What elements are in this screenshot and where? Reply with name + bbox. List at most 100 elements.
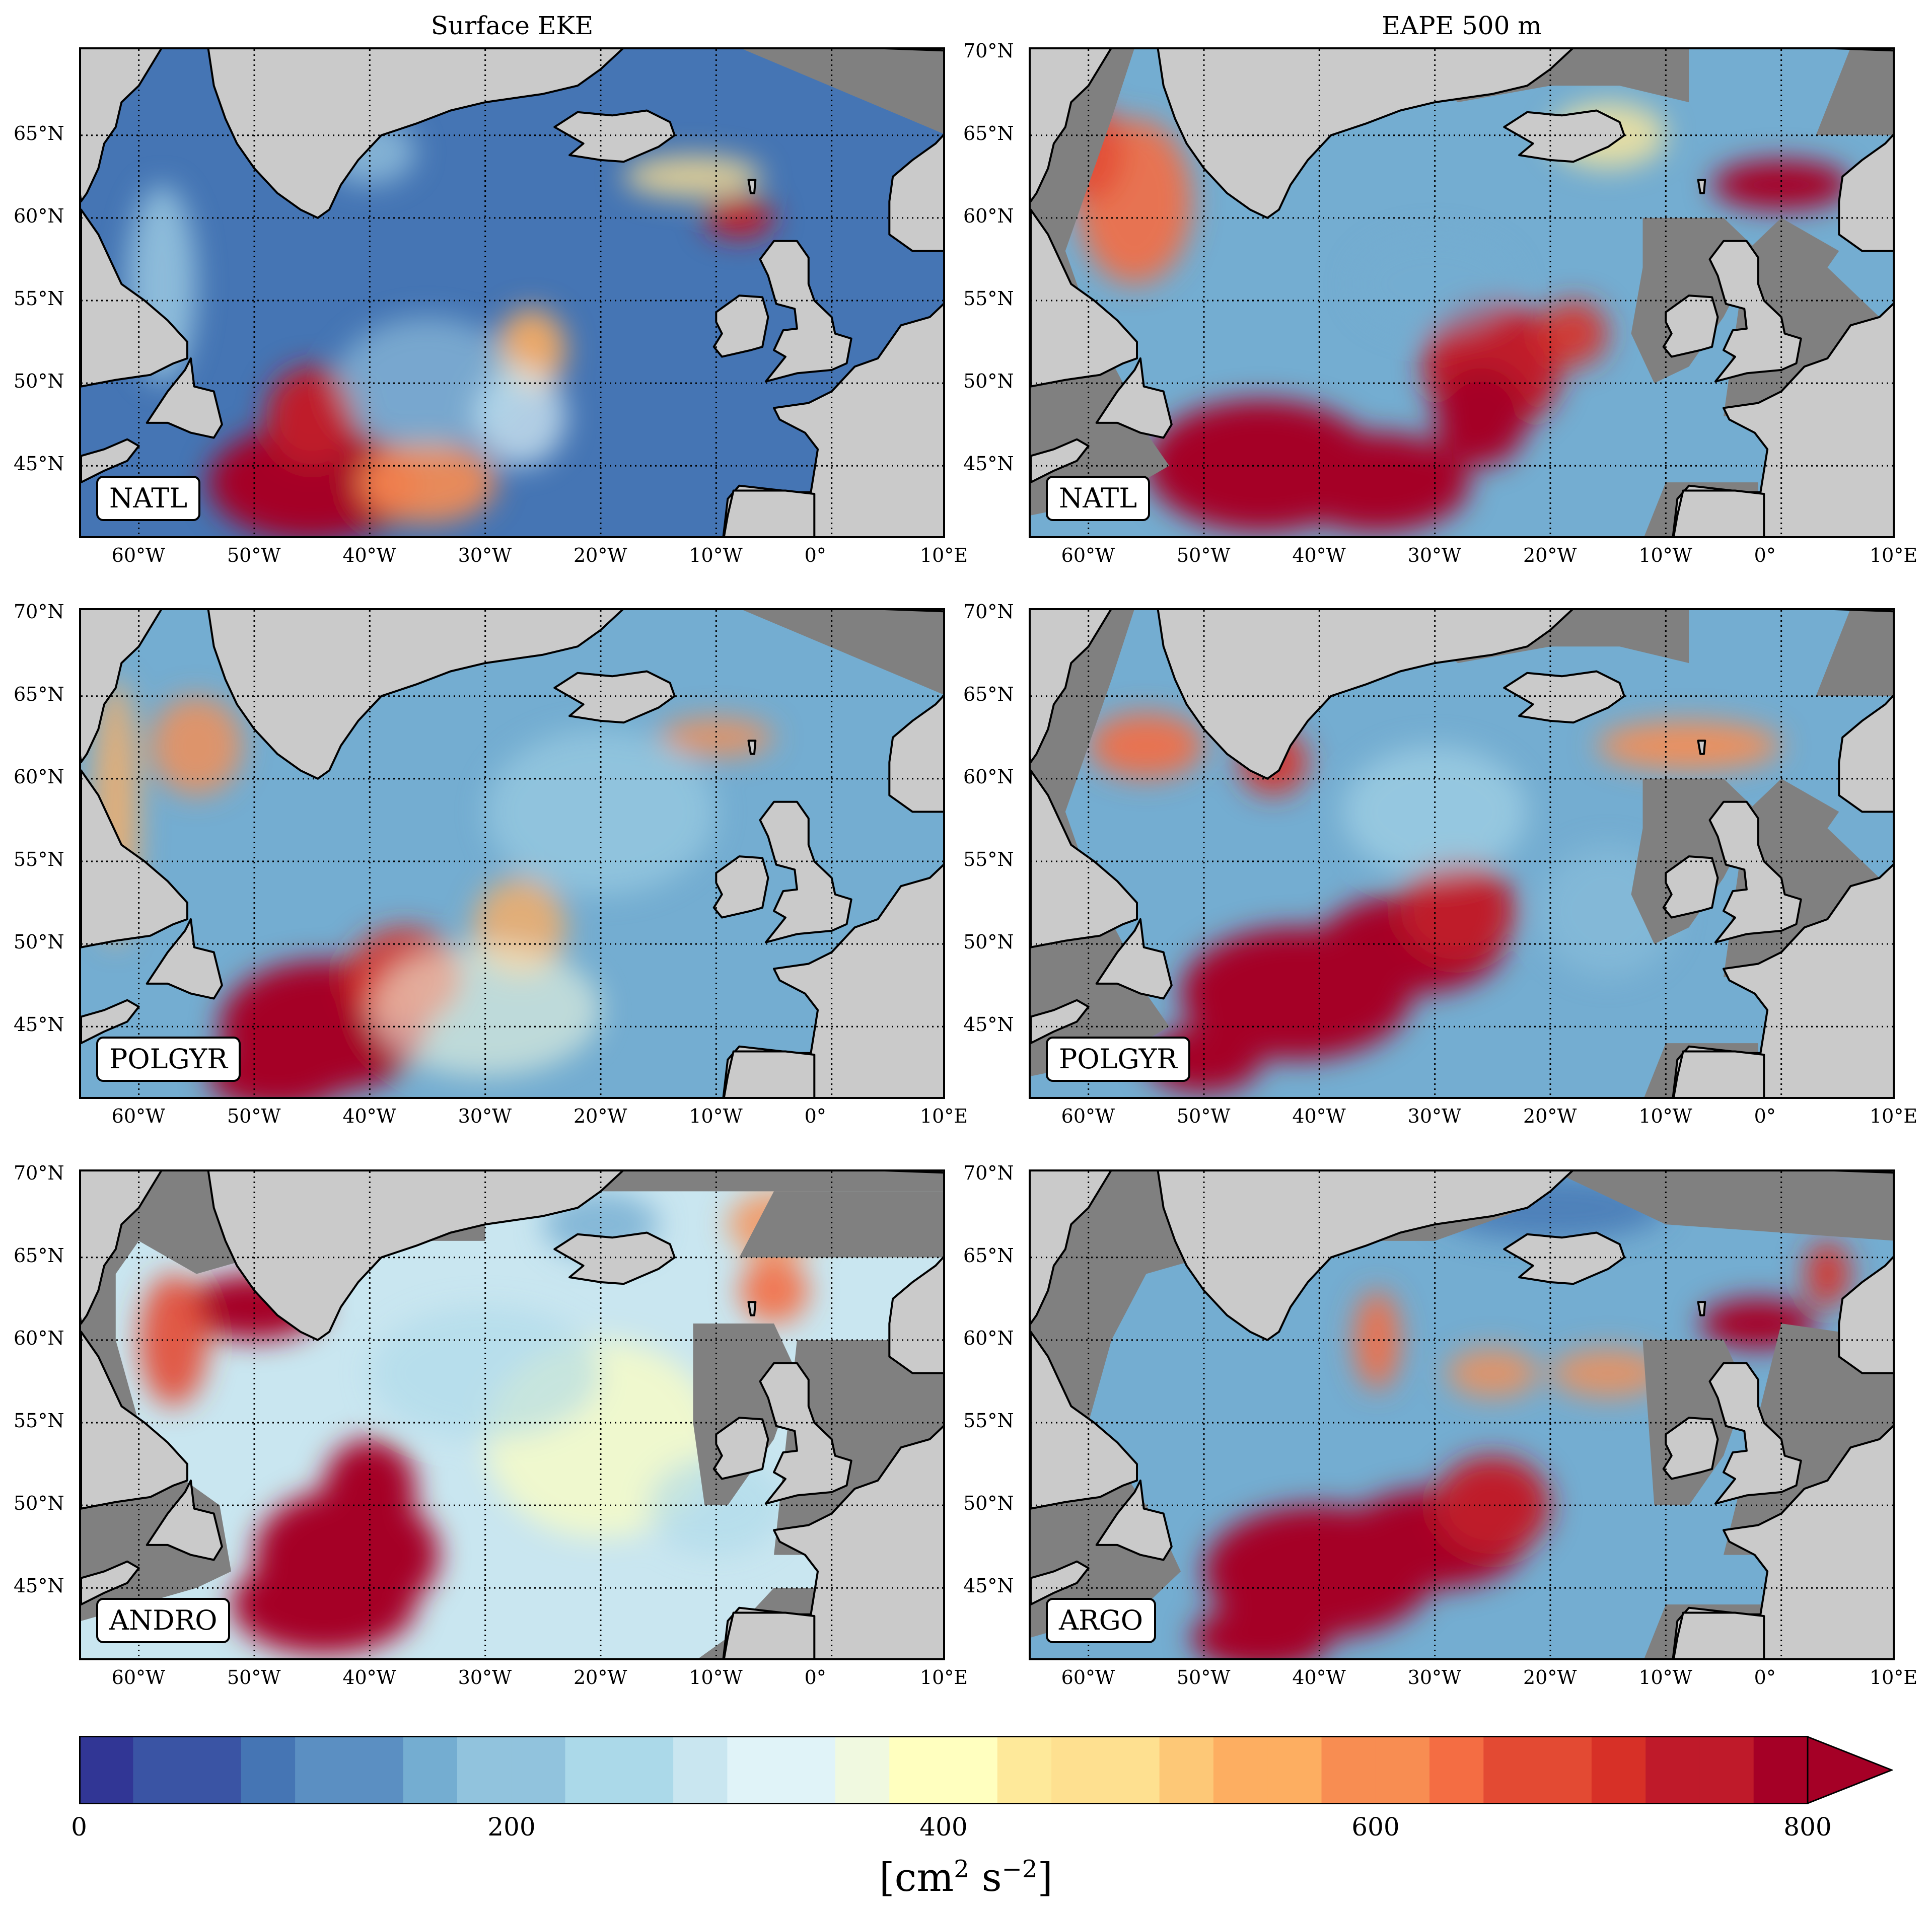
- lat-tick-label: 50°N: [14, 370, 64, 393]
- land-iceland: [553, 109, 676, 163]
- land-britain: [759, 800, 852, 943]
- lon-tick-label: 40°W: [1292, 1666, 1346, 1688]
- colorbar-bin: [1375, 1737, 1430, 1803]
- land-faroe: [1697, 179, 1706, 194]
- lat-tick-label: 45°N: [14, 1013, 64, 1036]
- lon-tick-label: 60°W: [111, 1666, 166, 1688]
- land-faroe: [747, 179, 757, 194]
- lon-tick-label: 40°W: [1292, 1105, 1346, 1127]
- lon-tick-label: 10°W: [689, 1666, 743, 1688]
- colorbar-bin: [835, 1737, 890, 1803]
- field-anomaly-4: [1435, 366, 1528, 466]
- field-anomaly-8: [739, 1257, 809, 1324]
- lon-tick-label: 10°E: [920, 1666, 968, 1688]
- lat-tick-label: 60°N: [14, 204, 64, 227]
- map-field: [81, 610, 943, 1097]
- masked-region-1: [1031, 49, 1170, 516]
- map-field: [1031, 49, 1893, 536]
- lon-tick-label: 50°W: [1177, 544, 1231, 566]
- lat-tick-label: 50°N: [14, 1492, 64, 1515]
- land-novascotia: [81, 1560, 140, 1606]
- field-anomaly-6: [1446, 1348, 1539, 1398]
- lon-tick-label: 10°E: [1870, 1666, 1918, 1688]
- land-ireland: [712, 1417, 769, 1480]
- land-iberia_tip: [723, 1611, 816, 1658]
- lon-tick-label: 40°W: [342, 1666, 396, 1688]
- land-newfoundland: [146, 1479, 223, 1561]
- field-anomaly-5: [138, 1274, 208, 1407]
- land-britain: [1708, 800, 1802, 943]
- land-greenland: [1157, 610, 1573, 780]
- land-greenland: [1157, 49, 1573, 219]
- lon-tick-label: 10°W: [1638, 1105, 1692, 1127]
- land-scandinavia: [1834, 49, 1893, 252]
- lon-tick-label: 60°W: [111, 1105, 166, 1127]
- field-anomaly-10: [623, 155, 763, 198]
- field-anomaly-9: [1804, 1240, 1851, 1307]
- land-ireland: [1662, 855, 1719, 919]
- lon-tick-label: 0°: [804, 1105, 826, 1127]
- map-panel-1: NATL: [79, 47, 945, 538]
- lat-tick-label: 60°N: [963, 1327, 1014, 1349]
- land-baffin: [81, 1171, 162, 1325]
- land-greenland: [207, 49, 624, 219]
- land-europe: [722, 863, 943, 1097]
- field-anomaly-4: [1192, 1604, 1331, 1658]
- map-field: [1031, 610, 1893, 1097]
- lat-tick-label: 55°N: [14, 1409, 64, 1432]
- land-greenland: [1157, 1171, 1573, 1341]
- lat-tick-label: 55°N: [963, 848, 1014, 870]
- colorbar-bin: [1753, 1737, 1808, 1803]
- land-faroe: [1697, 1301, 1706, 1316]
- land-iceland: [1503, 1231, 1625, 1285]
- land-britain: [1708, 240, 1802, 383]
- lon-tick-label: 0°: [804, 1666, 826, 1688]
- lat-tick-label: 60°N: [14, 765, 64, 788]
- map-panel-5: ANDRO: [79, 1169, 945, 1660]
- lat-tick-label: 50°N: [963, 370, 1014, 393]
- lat-tick-label: 65°N: [14, 683, 64, 705]
- colorbar-bin: [187, 1737, 242, 1803]
- lat-tick-label: 45°N: [14, 453, 64, 475]
- lon-tick-label: 50°W: [227, 1105, 281, 1127]
- lat-tick-label: 45°N: [963, 1013, 1014, 1036]
- land-newfoundland: [146, 918, 223, 1000]
- masked-region-4: [739, 1191, 943, 1258]
- land-iberia_tip: [723, 1050, 816, 1097]
- colorbar-tick-200: 200: [487, 1812, 536, 1842]
- field-anomaly-7: [1712, 160, 1851, 210]
- colorbar-bin: [457, 1737, 512, 1803]
- land-europe: [722, 1425, 943, 1658]
- colorbar-bin: [1537, 1737, 1592, 1803]
- colorbar-bin: [889, 1737, 944, 1803]
- column-title-eke: Surface EKE: [431, 11, 594, 40]
- map-panel-2: NATL: [1029, 47, 1895, 538]
- land-greenland: [207, 1171, 624, 1341]
- panel-label: ARGO: [1046, 1598, 1157, 1643]
- colorbar-bin: [565, 1737, 620, 1803]
- land-iberia_tip: [1673, 489, 1765, 536]
- colorbar-bin: [1429, 1737, 1484, 1803]
- land-faroe: [747, 1301, 757, 1316]
- map-field: [81, 1171, 943, 1658]
- lon-tick-label: 20°W: [1523, 544, 1577, 566]
- land-novascotia: [1031, 1560, 1090, 1606]
- lon-tick-label: 10°E: [1870, 544, 1918, 566]
- land-britain: [1708, 1362, 1802, 1505]
- land-europe: [1672, 1425, 1893, 1658]
- colorbar-bin: [349, 1737, 404, 1803]
- land-ireland: [712, 855, 769, 919]
- lon-tick-label: 0°: [1754, 1666, 1776, 1688]
- lon-tick-label: 20°W: [1523, 1666, 1577, 1688]
- lon-tick-label: 50°W: [227, 544, 281, 566]
- colorbar-bin: [295, 1737, 350, 1803]
- colorbar-tick-800: 800: [1783, 1812, 1832, 1842]
- lat-tick-label: 45°N: [963, 1575, 1014, 1597]
- panel-label: NATL: [1046, 476, 1151, 521]
- colorbar-bin: [1645, 1737, 1700, 1803]
- masked-region-6: [1816, 610, 1893, 696]
- lat-tick-label: 60°N: [963, 765, 1014, 788]
- lat-tick-label: 65°N: [963, 1244, 1014, 1267]
- land-baffin: [1031, 49, 1112, 202]
- lon-tick-label: 60°W: [1061, 544, 1115, 566]
